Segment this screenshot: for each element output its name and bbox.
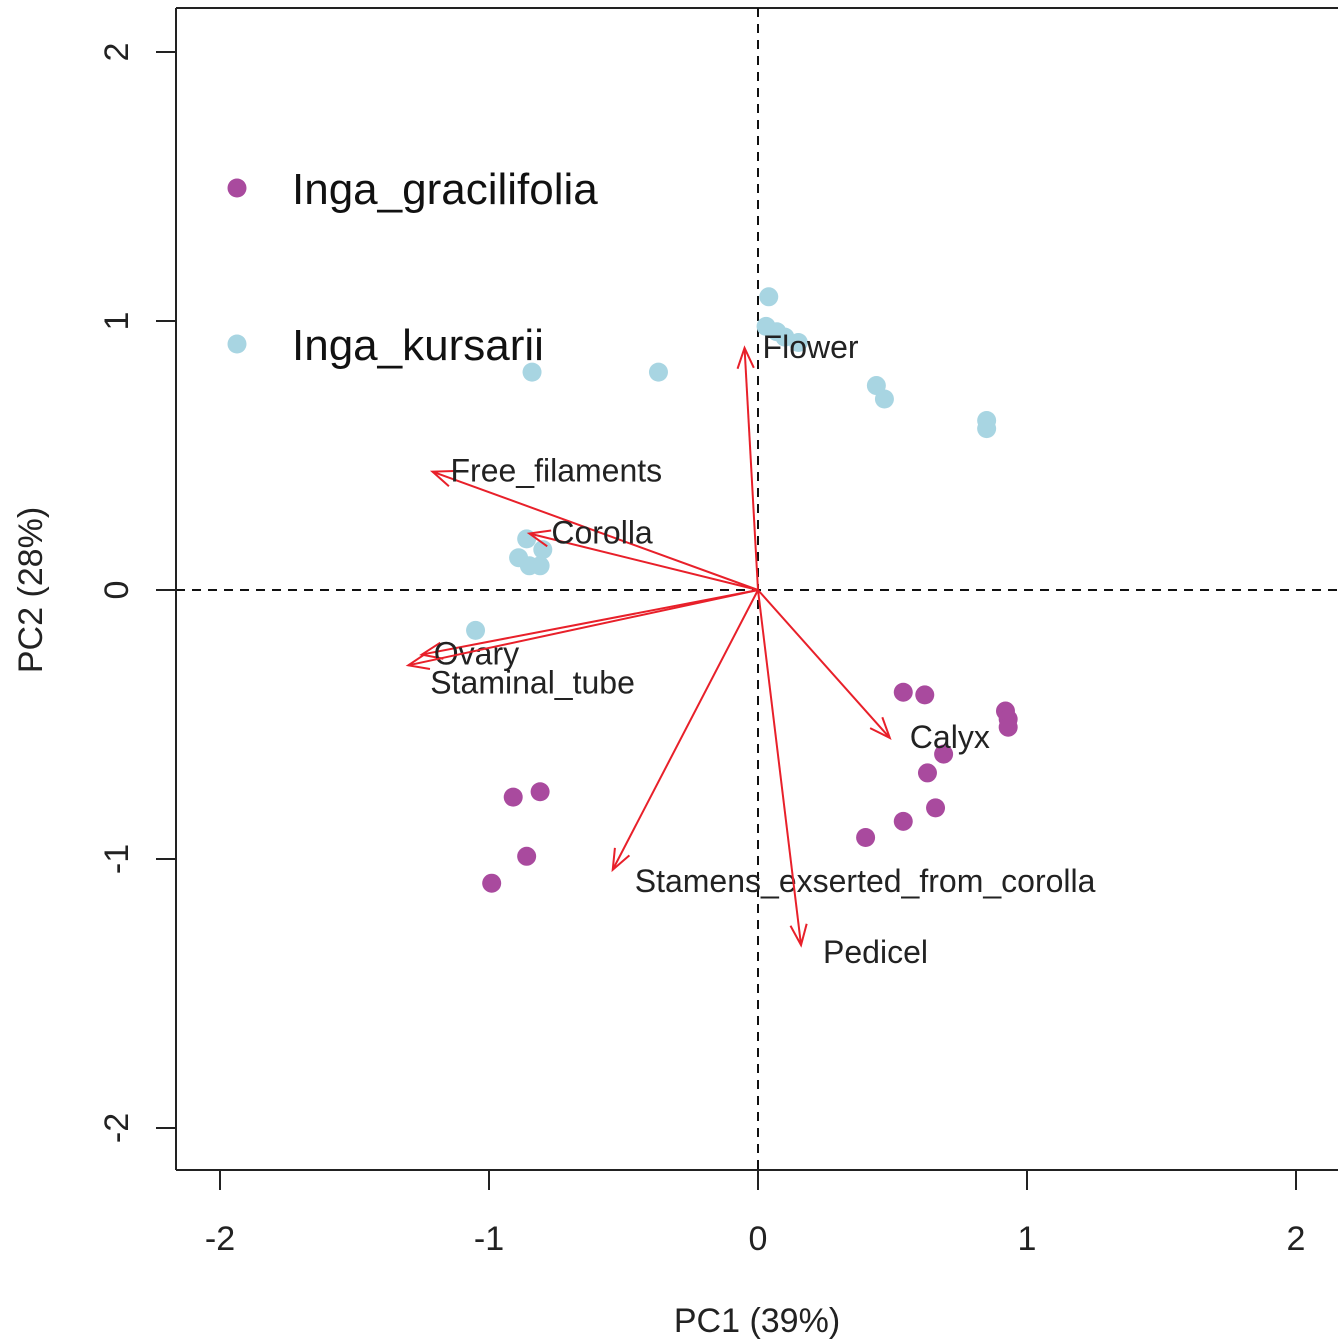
loading-arrow-shaft	[408, 589, 759, 667]
legend: Inga_gracilifolia Inga_kursarii	[227, 165, 598, 370]
loading-arrow-head	[736, 345, 755, 370]
loading-arrow-shaft	[421, 589, 759, 656]
loading-arrow-head	[419, 641, 444, 660]
data-point	[759, 287, 779, 307]
data-point	[519, 556, 539, 576]
y-tick-label: -1	[98, 844, 136, 874]
data-point	[482, 873, 502, 893]
x-axis-title: PC1 (39%)	[674, 1302, 840, 1340]
loading-label: Calyx	[910, 719, 990, 755]
data-point	[893, 682, 913, 702]
loading-arrow-head	[526, 529, 552, 548]
legend-label: Inga_kursarii	[292, 321, 544, 370]
scatter-points	[466, 287, 1018, 893]
x-tick-label: -1	[474, 1220, 504, 1258]
data-point	[466, 620, 486, 640]
data-point	[503, 787, 523, 807]
x-tick-label: 2	[1287, 1220, 1306, 1258]
data-point	[648, 362, 668, 382]
x-axis: -2 -1 0 1 2	[205, 1169, 1306, 1258]
data-point	[917, 763, 937, 783]
data-point	[530, 782, 550, 802]
x-tick-label: 0	[749, 1220, 768, 1258]
x-tick-label: -2	[205, 1220, 235, 1258]
data-point	[522, 362, 542, 382]
loading-label: Staminal_tube	[430, 664, 635, 700]
legend-label: Inga_gracilifolia	[292, 165, 598, 214]
data-point	[977, 419, 997, 439]
loading-label: Stamens_exserted_from_corolla	[635, 863, 1096, 899]
data-point	[517, 846, 537, 866]
data-point	[533, 540, 553, 560]
loading-arrow-shaft	[757, 589, 803, 946]
legend-marker	[227, 334, 247, 354]
loading-arrow-head	[869, 716, 892, 740]
loading-arrow-head	[429, 469, 455, 488]
x-tick-label: 1	[1018, 1220, 1037, 1258]
data-point	[926, 798, 946, 818]
loading-arrow-shaft	[757, 589, 891, 739]
data-point	[874, 389, 894, 409]
y-axis: -2 -1 0 1 2	[98, 43, 177, 1143]
loading-arrow-head	[789, 923, 808, 948]
data-point	[893, 811, 913, 831]
loading-label: Free_filaments	[451, 453, 663, 489]
y-axis-title: PC2 (28%)	[12, 507, 50, 673]
y-tick-label: 2	[98, 43, 136, 62]
loading-arrow-head	[611, 847, 631, 873]
loading-arrows: Flower Free_filaments Corolla OvaryStaminal…	[405, 329, 1096, 970]
data-point	[998, 717, 1018, 737]
y-tick-label: -2	[98, 1113, 136, 1143]
y-tick-label: 1	[98, 312, 136, 331]
data-point	[915, 685, 935, 705]
loading-arrow-head	[405, 652, 431, 670]
loading-label: Pedicel	[823, 934, 928, 970]
loading-arrow-shaft	[432, 470, 759, 591]
y-tick-label: 0	[98, 581, 136, 600]
data-point	[934, 744, 954, 764]
loading-label: Corolla	[551, 515, 653, 551]
loading-label: Ovary	[434, 636, 519, 672]
loading-arrow-shaft	[611, 589, 759, 871]
loading-label: Flower	[763, 329, 859, 365]
data-point	[788, 333, 808, 353]
data-point	[856, 827, 876, 847]
legend-marker	[227, 178, 247, 198]
loading-arrow-shaft	[743, 347, 759, 591]
loading-arrow-shaft	[529, 532, 759, 591]
